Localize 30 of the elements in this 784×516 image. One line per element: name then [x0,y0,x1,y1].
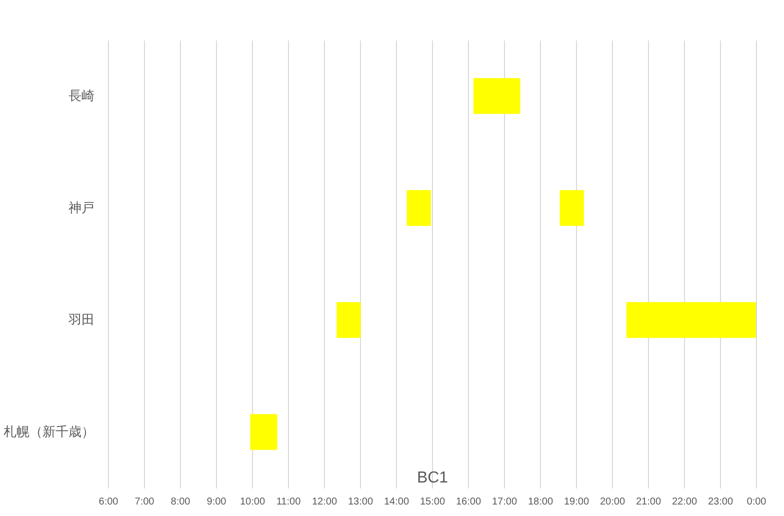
x-tick-label: 20:00 [600,496,626,508]
x-tick-label: 0:00 [746,496,767,508]
bar [250,414,278,450]
bar [626,302,756,338]
x-tick-label: 6:00 [98,496,119,508]
bar [406,190,431,226]
x-tick-label: 9:00 [206,496,227,508]
x-tick-label: 10:00 [240,496,266,508]
x-tick-label: 22:00 [672,496,698,508]
bar [336,302,361,338]
x-tick-label: 14:00 [384,496,410,508]
x-tick-label: 19:00 [564,496,590,508]
x-tick-label: 13:00 [348,496,374,508]
x-tick-label: 12:00 [312,496,338,508]
x-tick-label: 16:00 [456,496,482,508]
bar [560,190,584,226]
y-tick-label: 羽田 [68,313,94,328]
y-tick-label: 神戸 [68,201,94,216]
x-tick-label: 7:00 [134,496,155,508]
x-tick-label: 15:00 [420,496,446,508]
y-tick-label: 長崎 [68,89,94,104]
x-axis-title: BC1 [416,470,448,486]
y-tick-label: 札幌（新千歳） [4,425,94,440]
x-tick-label: 23:00 [708,496,734,508]
x-tick-label: 11:00 [276,496,302,508]
x-tick-label: 17:00 [492,496,518,508]
x-tick-label: 18:00 [528,496,554,508]
x-tick-label: 21:00 [636,496,662,508]
bar [473,78,520,114]
x-tick-label: 8:00 [170,496,191,508]
